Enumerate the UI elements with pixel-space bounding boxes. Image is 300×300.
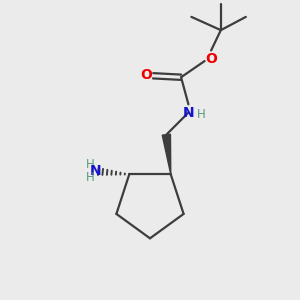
Text: O: O bbox=[205, 52, 217, 66]
Text: H: H bbox=[196, 108, 205, 122]
Polygon shape bbox=[162, 134, 171, 174]
Text: O: O bbox=[141, 68, 153, 82]
Text: H: H bbox=[86, 171, 94, 184]
Text: N: N bbox=[183, 106, 194, 120]
Text: H: H bbox=[86, 158, 94, 172]
Text: N: N bbox=[90, 164, 102, 178]
